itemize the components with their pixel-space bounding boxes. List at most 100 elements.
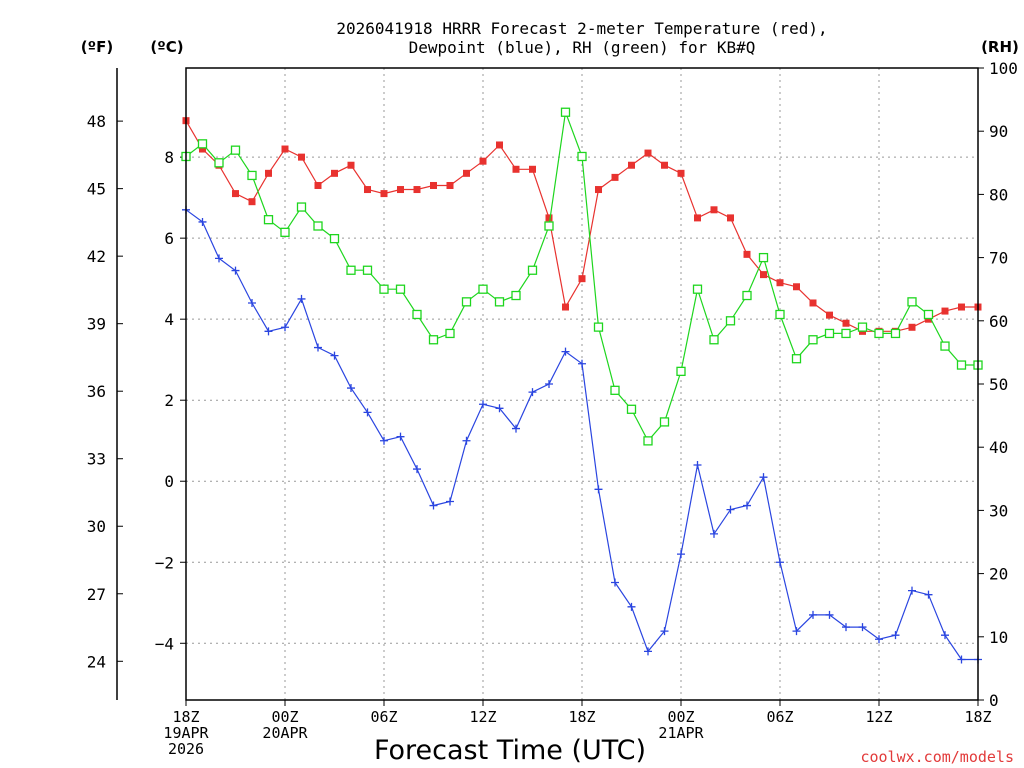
data-point [446,497,454,506]
chart-title-line-1: 2026041918 HRRR Forecast 2-meter Tempera… [336,19,827,38]
fahrenheit-tick-label: 39 [87,315,106,334]
data-point [463,169,470,177]
rh-tick-label: 100 [989,59,1018,78]
fahrenheit-tick-label: 24 [87,652,106,671]
data-point [593,322,604,332]
data-point [940,341,950,351]
data-point [281,323,289,332]
data-point [313,221,323,231]
data-point [496,141,503,149]
data-point [941,631,949,640]
data-point [825,610,834,619]
data-point [380,190,388,198]
data-point [412,309,422,320]
x-tick-label: 06Z [370,708,397,726]
data-point [430,181,437,189]
data-point [594,485,603,494]
data-point [263,215,274,225]
x-tick-label: 00Z [667,708,694,726]
data-point [842,319,850,327]
data-point [478,284,488,294]
data-point [743,250,751,258]
data-point [413,186,421,194]
celsius-tick-label: 2 [164,391,174,410]
x-tick-label: 2026 [168,740,204,758]
fahrenheit-unit-label: (ºF) [81,38,113,56]
data-point [726,505,735,514]
data-point [314,343,322,352]
data-point [561,347,570,356]
data-point [281,145,289,153]
fahrenheit-tick-label: 42 [87,247,106,266]
data-point [232,190,239,198]
fahrenheit-tick-label: 48 [87,112,106,131]
data-point [544,221,554,231]
data-point [661,161,668,169]
data-point [692,284,703,294]
fahrenheit-tick-label: 36 [87,382,106,401]
data-point [710,529,718,538]
rh-tick-label: 10 [989,628,1008,647]
data-point [611,578,619,587]
data-point [742,290,752,301]
data-point [908,586,916,595]
fahrenheit-tick-label: 30 [87,517,106,536]
rh-tick-label: 20 [989,565,1008,584]
data-point [808,335,818,345]
data-point [214,158,224,168]
data-point [462,436,471,445]
data-point [907,297,917,307]
data-point [265,169,272,177]
series-rh [181,107,983,446]
data-point [364,186,371,194]
data-point [199,145,206,153]
celsius-tick-label: 6 [164,229,174,248]
data-point [858,623,867,632]
data-point [644,149,652,157]
data-point [611,173,619,181]
data-point [379,284,389,294]
data-point [230,145,241,155]
data-point [545,380,553,388]
x-axis-title: Forecast Time (UTC) [374,735,646,766]
data-point [941,307,949,315]
celsius-unit-label: (ºC) [150,38,183,56]
data-point [776,558,784,567]
data-point [923,309,934,320]
data-point [347,384,355,393]
data-point [248,298,256,307]
x-tick-label: 18Z [568,708,595,726]
data-point [397,186,404,194]
data-point [792,627,801,636]
data-point [957,655,966,664]
celsius-tick-label: 4 [164,310,174,329]
data-point [842,623,850,632]
data-point [890,328,901,339]
data-point [331,169,338,177]
series-dewpoint [182,205,982,664]
rh-tick-label: 40 [989,438,1008,457]
data-point [346,265,356,275]
x-tick-label: 19APR [163,724,209,742]
data-point [577,151,587,162]
data-point [793,283,800,291]
data-point [511,290,521,301]
fahrenheit-tick-label: 33 [87,450,106,469]
data-point [198,217,207,226]
data-point [693,461,702,470]
celsius-tick-label: −2 [155,553,174,572]
data-point [776,279,784,287]
data-point [628,161,635,169]
data-point [824,328,835,339]
data-point [709,335,719,345]
data-point [875,635,883,644]
data-point [445,328,455,339]
data-point [743,501,751,510]
rh-tick-label: 0 [989,691,999,710]
watermark: coolwx.com/models [860,748,1014,766]
data-point [413,465,421,474]
rh-tick-label: 30 [989,501,1008,520]
data-point [330,351,339,360]
data-point [660,627,669,636]
